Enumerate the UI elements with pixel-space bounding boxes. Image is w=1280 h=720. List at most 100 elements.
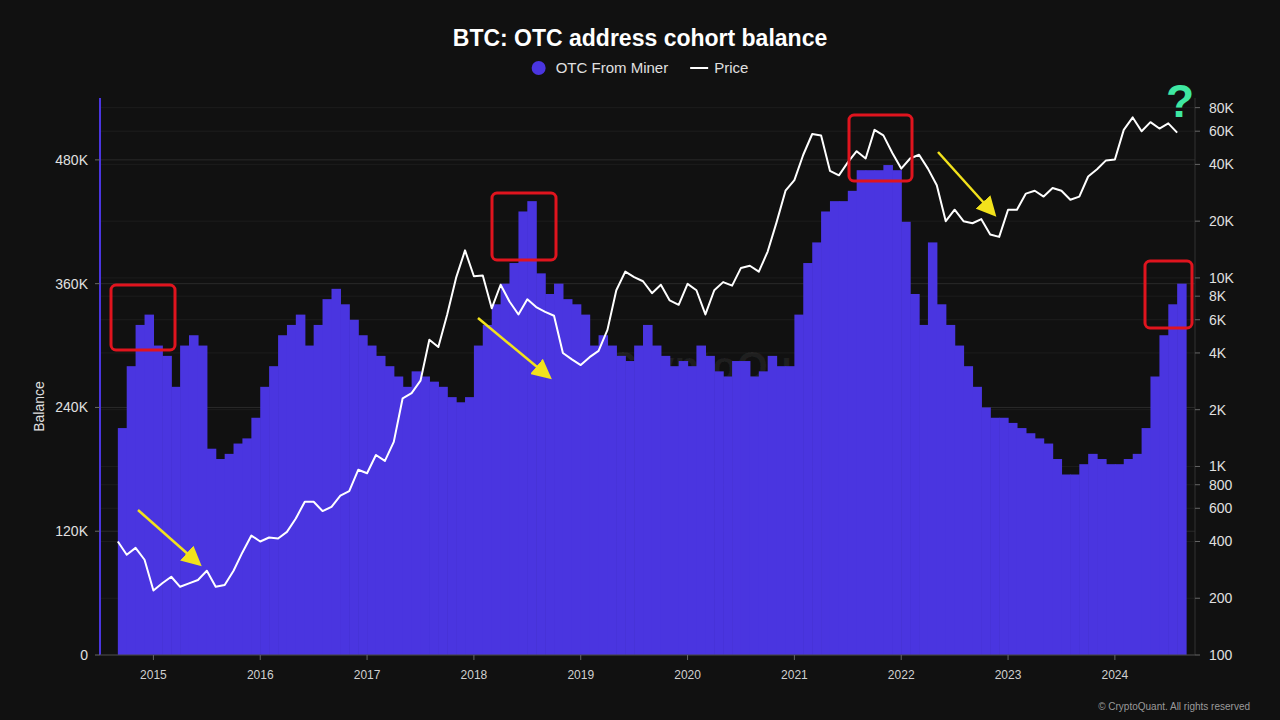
bar [1070,474,1080,655]
y-tick-label: 0 [80,647,88,663]
bar [527,201,536,655]
highlight-box [849,115,912,181]
bar [198,346,207,655]
y2-tick [1195,164,1200,165]
y-axis-label: Balance [31,381,47,432]
bar [1150,377,1160,656]
bar [777,366,787,655]
bar [1142,428,1151,655]
bar [1008,423,1017,655]
bar [305,346,314,655]
bar [750,377,760,656]
bar [839,201,848,655]
bar [518,211,527,655]
bar [296,315,306,655]
y2-tick [1195,541,1200,542]
bar [331,289,340,655]
bar [509,263,519,655]
y2-tick-label: 80K [1209,100,1235,116]
y2-tick-label: 200 [1209,590,1233,606]
bar [376,356,386,655]
bar [1124,459,1134,655]
bar [946,325,955,655]
grid-line-y2 [100,277,1195,278]
y-tick-label: 120K [55,523,88,539]
bar [670,366,680,655]
y2-tick-label: 8K [1209,288,1227,304]
x-tick [580,655,581,660]
bar [429,382,439,655]
bar [830,201,840,655]
bar [572,304,581,655]
bar [171,387,180,655]
bar [812,242,821,655]
bar [153,346,162,655]
title: BTC: OTC address cohort balance [453,25,827,51]
x-tick [473,655,474,660]
bar [786,366,795,655]
bar [127,366,136,655]
bar [483,325,493,655]
bar [474,346,483,655]
bar [420,377,429,656]
bar [118,428,127,655]
bar [465,397,474,655]
bar [269,366,279,655]
bar [180,346,189,655]
bar [358,335,367,655]
bar [1168,304,1177,655]
bar [1035,438,1044,655]
x-axis-line [100,655,1195,656]
y2-axis-line [1195,98,1196,655]
bar [189,335,199,655]
bar [759,371,768,655]
legend-symbol [532,61,546,75]
grid-line-y2 [100,107,1195,108]
bar [1115,464,1124,655]
bar [705,356,714,655]
y-tick [95,407,100,408]
y2-tick-label: 2K [1209,402,1227,418]
x-tick-label: 2023 [995,668,1022,682]
bar [492,304,501,655]
y-tick-label: 480K [55,152,88,168]
y2-tick [1195,655,1200,656]
bar [928,242,937,655]
x-tick [687,655,688,660]
y2-tick [1195,277,1200,278]
bar [367,346,376,655]
y2-tick [1195,319,1200,320]
y2-tick-label: 10K [1209,270,1235,286]
bar [990,418,1000,655]
bar [563,299,573,655]
y2-tick [1195,409,1200,410]
bar [536,273,546,655]
grid-line-y2 [100,655,1195,656]
bar [278,335,287,655]
bar [340,304,349,655]
y2-tick-label: 400 [1209,533,1233,549]
bar [447,397,456,655]
bar [385,366,394,655]
bar [616,356,626,655]
bar [1053,459,1062,655]
y2-tick-label: 600 [1209,500,1233,516]
bar [964,366,974,655]
bar [145,315,154,655]
grid-line-y2 [100,221,1195,222]
y2-tick-label: 800 [1209,477,1233,493]
y-axis-line [99,98,101,655]
bar [794,315,803,655]
bar [314,325,323,655]
bar [919,325,928,655]
y2-tick [1195,131,1200,132]
x-tick [901,655,902,660]
bar [643,325,653,655]
bar [679,361,688,655]
bar [732,361,741,655]
bar [901,222,910,655]
bar [848,191,857,655]
grid-line [100,283,1195,284]
chart: CryptoQuant0120K240K360K480K100200400600… [0,0,1280,720]
bar [768,356,777,655]
